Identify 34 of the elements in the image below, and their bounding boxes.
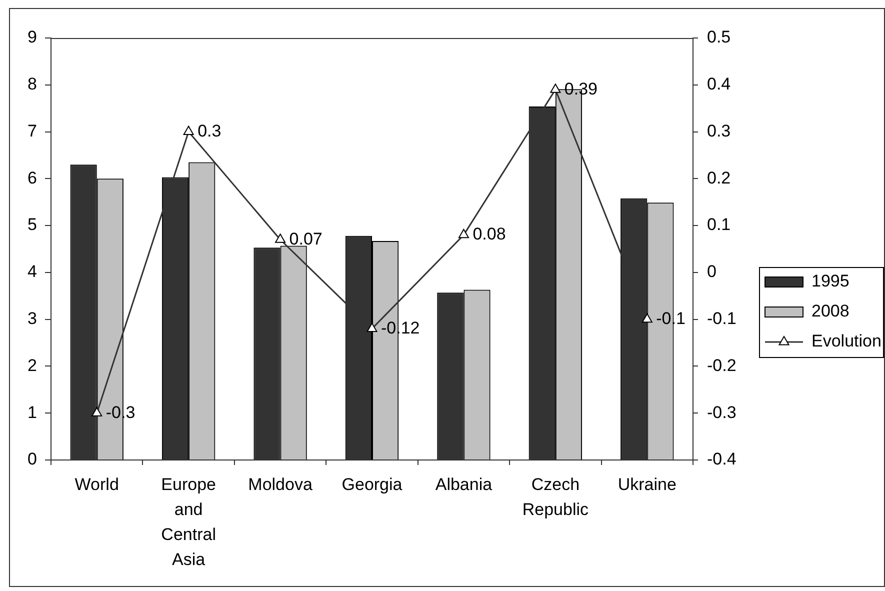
data-label: 0.07	[289, 229, 322, 248]
y2-tick-label: -0.4	[707, 450, 736, 469]
x-tick-label: Georgia	[342, 475, 403, 494]
y-tick-label: 6	[28, 168, 37, 188]
x-tick-label: Europe and Central Asia	[161, 475, 216, 570]
legend-label: 2008	[812, 302, 850, 321]
data-label: 0.39	[564, 79, 598, 98]
y-tick-label: 1	[28, 402, 37, 422]
legend-label: Evolution	[812, 332, 882, 351]
data-label: 0.3	[198, 121, 222, 140]
y-tick-label: 5	[28, 215, 37, 234]
y2-tick-label: 0.3	[707, 121, 731, 140]
y2-tick-label: -0.3	[707, 402, 736, 422]
y2-tick-label: -0.1	[707, 309, 736, 328]
y-tick-label: 9	[28, 28, 37, 47]
y-tick-label: 4	[28, 262, 37, 282]
x-tick-label: Ukraine	[618, 475, 676, 494]
y2-tick-label: 0.2	[707, 168, 731, 188]
y-tick-label: 8	[28, 74, 37, 94]
data-label: 0.08	[472, 224, 506, 244]
y2-tick-label: -0.2	[707, 356, 736, 375]
y2-tick-label: 0.4	[707, 74, 731, 94]
y-tick-label: 0	[28, 450, 37, 469]
y-tick-label: 7	[28, 121, 37, 140]
y-tick-label: 2	[28, 356, 37, 375]
x-tick-label: Moldova	[248, 475, 313, 494]
y2-tick-label: 0.5	[707, 28, 731, 47]
x-tick-label: World	[74, 475, 119, 494]
y2-tick-label: 0.1	[707, 215, 731, 234]
y2-tick-label: 0	[707, 262, 716, 282]
y-tick-label: 3	[28, 309, 37, 328]
legend-label: 1995	[812, 272, 850, 291]
x-tick-label: Czech Republic	[522, 475, 589, 520]
x-tick-label: Albania	[435, 475, 493, 494]
